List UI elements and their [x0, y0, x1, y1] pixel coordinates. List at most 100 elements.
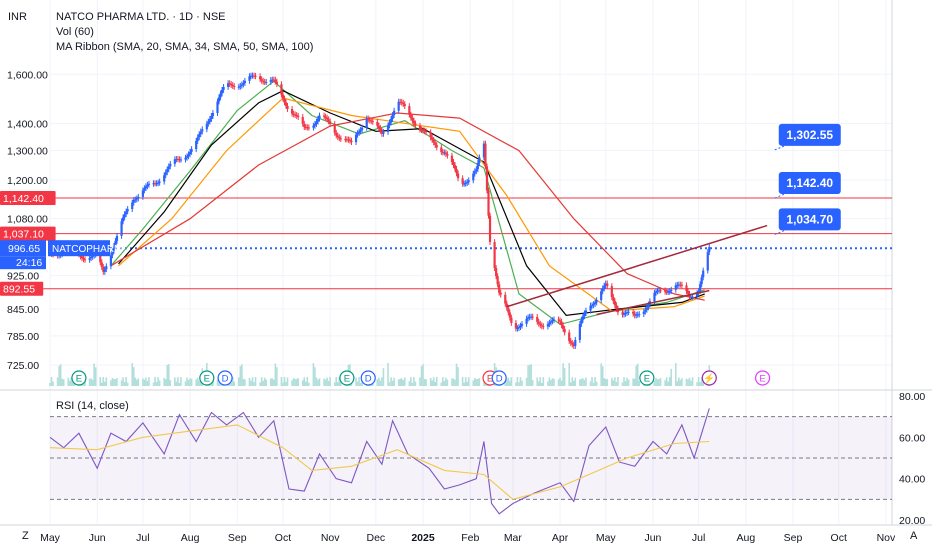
volume-legend[interactable]: Vol (60) [56, 26, 94, 38]
volume-bar [627, 379, 630, 386]
price-candle [166, 169, 169, 173]
target-labels[interactable]: 1,302.55 1,142.40 1,034.70 [774, 123, 841, 235]
price-axis-tick-label: 1,300.00 [7, 146, 48, 158]
volume-bar [93, 363, 95, 386]
event-marker-label[interactable]: D [365, 374, 372, 385]
trendline-2[interactable] [596, 289, 710, 316]
target-badge[interactable] [778, 123, 841, 146]
volume-bar [638, 381, 641, 386]
level-badge-label[interactable]: 1,037.10 [3, 229, 44, 241]
price-candle [519, 325, 522, 328]
price-candle [134, 199, 137, 201]
event-marker-label[interactable]: E [644, 374, 650, 385]
price-candle [409, 114, 412, 118]
level-badge[interactable] [0, 281, 44, 296]
event-marker-label[interactable]: E [344, 374, 350, 385]
volume-bar [338, 377, 341, 386]
event-marker-label[interactable]: E [759, 374, 765, 385]
volume-bar [632, 378, 634, 386]
price-candle [233, 86, 236, 88]
volume-bar [413, 377, 415, 386]
price-candle [339, 138, 342, 140]
target-label[interactable]: 1,142.40 [786, 176, 833, 190]
target-badge[interactable] [778, 172, 841, 195]
volume-bar [475, 379, 478, 386]
event-marker-label[interactable]: ⚡ [703, 373, 715, 385]
time-axis-tick-label: Sep [228, 532, 247, 544]
event-markers[interactable]: E E D E D E D E ⚡ E [71, 370, 771, 386]
event-marker[interactable] [339, 370, 355, 386]
event-marker[interactable] [71, 370, 87, 386]
volume-bar [333, 382, 336, 386]
level-badge[interactable] [0, 226, 56, 241]
target-badge[interactable] [778, 208, 841, 231]
price-candle [504, 294, 507, 304]
volume-bar [414, 381, 417, 386]
price-candle [403, 104, 406, 107]
price-candle [210, 115, 213, 120]
price-candle [593, 302, 597, 305]
symbol-title[interactable]: NATCO PHARMA LTD. · 1D · NSE [56, 11, 226, 23]
event-marker-label[interactable]: E [204, 374, 210, 385]
event-marker-label[interactable]: D [496, 374, 503, 385]
price-candle [184, 157, 187, 160]
event-marker[interactable] [491, 370, 507, 386]
volume-bar [431, 380, 433, 386]
current-price-label[interactable]: 996.65 [8, 243, 40, 255]
volume-bar [335, 377, 338, 386]
level-badge-label[interactable]: 1,142.40 [3, 193, 44, 205]
event-marker-label[interactable]: E [487, 374, 493, 385]
ticker-badge[interactable] [48, 240, 110, 257]
price-candle [201, 129, 204, 132]
ma-ribbon-legend[interactable]: MA Ribbon (SMA, 20, SMA, 34, SMA, 50, SM… [56, 41, 314, 53]
event-marker-label[interactable]: E [76, 374, 82, 385]
event-marker[interactable] [217, 370, 233, 386]
target-label[interactable]: 1,034.70 [786, 212, 833, 226]
volume-bar [537, 381, 540, 386]
price-candle [589, 305, 592, 311]
current-price-badge[interactable] [0, 240, 46, 257]
price-candle [443, 152, 446, 154]
volume-bar [61, 378, 63, 386]
ticker-label[interactable]: NATCOPHARM [52, 244, 122, 255]
price-candle [435, 145, 438, 148]
price-candle [386, 125, 390, 132]
price-candle [572, 344, 575, 346]
rsi-legend[interactable]: RSI (14, close) [56, 400, 129, 412]
volume-bar [531, 380, 534, 386]
volume-bar [550, 380, 552, 386]
volume-bar [376, 379, 379, 386]
trendlines[interactable] [506, 224, 768, 316]
price-candle [312, 125, 315, 128]
event-marker-label[interactable]: D [222, 374, 229, 385]
volume-bar [626, 377, 628, 386]
event-marker[interactable] [199, 370, 215, 386]
price-candle [679, 284, 682, 286]
price-candle [482, 143, 486, 158]
level-badge-label[interactable]: 892.55 [3, 284, 35, 296]
event-marker[interactable] [754, 370, 771, 386]
auto-scale-button[interactable]: A [910, 530, 918, 542]
volume-bar [435, 377, 438, 386]
volume-bar [539, 377, 542, 386]
event-marker[interactable] [360, 370, 376, 386]
price-candle [642, 311, 645, 315]
zoom-corner-button[interactable]: Z [22, 530, 29, 542]
target-label[interactable]: 1,302.55 [786, 128, 833, 142]
level-badge[interactable] [0, 191, 56, 206]
volume-bar [425, 379, 427, 386]
rsi-axis-tick-label: 60.00 [899, 432, 925, 444]
currency-label[interactable]: INR [8, 11, 27, 23]
trendline-1[interactable] [506, 224, 768, 308]
event-marker[interactable] [701, 370, 717, 386]
volume-bar [443, 380, 446, 386]
volume-bar [166, 364, 169, 386]
event-marker[interactable] [639, 370, 655, 386]
volume-bar [306, 377, 309, 386]
volume-bar [551, 378, 554, 386]
price-candle [542, 326, 545, 328]
volume-bar [400, 378, 403, 386]
volume-bar [155, 381, 158, 386]
price-candle [548, 322, 551, 325]
